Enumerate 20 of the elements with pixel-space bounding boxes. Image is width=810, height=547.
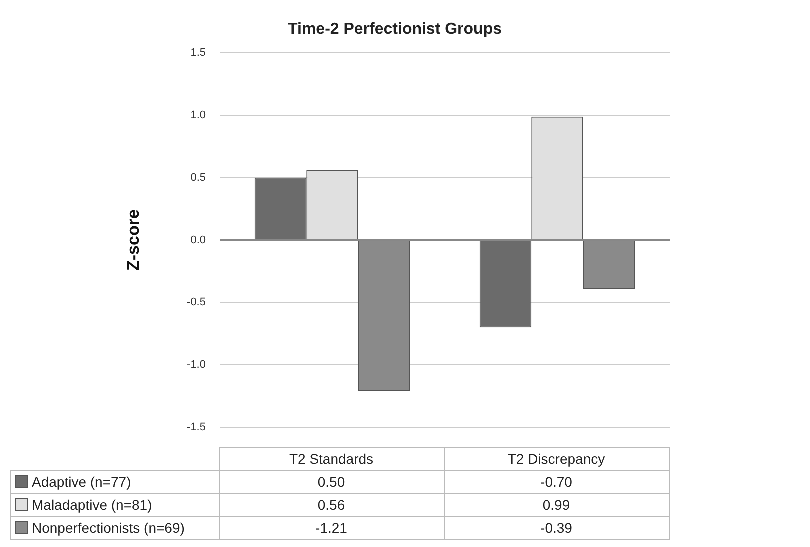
data-label: -0.39 xyxy=(444,516,669,540)
x-tick-label: T2 Discrepancy xyxy=(444,448,669,470)
data-label: 0.50 xyxy=(219,470,444,494)
y-tick-label: 0.0 xyxy=(190,234,206,246)
data-label: 0.56 xyxy=(219,494,444,516)
legend-label: Adaptive (n=77) xyxy=(10,470,219,494)
legend-label: Maladaptive (n=81) xyxy=(10,494,219,516)
y-tick-label: 1.0 xyxy=(190,110,206,122)
legend-label: Nonperfectionists (n=69) xyxy=(10,516,219,540)
y-tick-label: -1.0 xyxy=(187,359,206,372)
data-label: -1.21 xyxy=(219,516,444,540)
y-tick-label: -1.5 xyxy=(187,421,206,434)
data-label: 0.99 xyxy=(444,494,669,516)
x-tick-label: T2 Standards xyxy=(219,448,444,470)
chart-title: Time-2 Perfectionist Groups xyxy=(288,21,502,38)
y-tick-label: -0.5 xyxy=(187,296,206,309)
y-tick-label: 0.5 xyxy=(190,172,206,184)
y-axis-title: Z-score xyxy=(124,210,143,272)
y-tick-label: 1.5 xyxy=(190,47,206,60)
data-label: -0.70 xyxy=(444,470,669,494)
